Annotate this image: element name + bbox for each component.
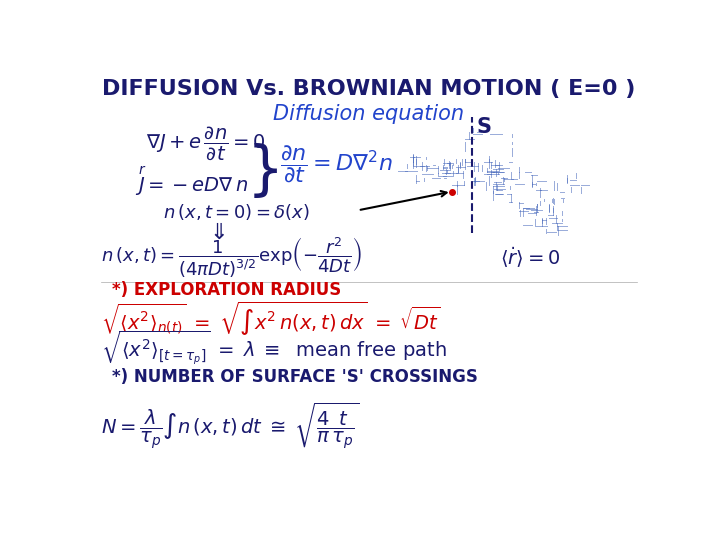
Text: $n\,(x,t=0) = \delta(x)$: $n\,(x,t=0) = \delta(x)$ [163,202,310,222]
Text: $n\,(x,t) = \dfrac{1}{(4\pi D t)^{3/2}}\exp\!\left(-\dfrac{r^2}{4Dt}\right)$: $n\,(x,t) = \dfrac{1}{(4\pi D t)^{3/2}}\… [101,236,363,280]
Text: $\sqrt{\langle x^2 \rangle_{[t=\tau_p]}} \;=\; \lambda \;\equiv\;$ mean free pat: $\sqrt{\langle x^2 \rangle_{[t=\tau_p]}}… [101,328,447,367]
Text: $\Downarrow$: $\Downarrow$ [205,222,226,242]
Text: *) EXPLORATION RADIUS: *) EXPLORATION RADIUS [112,281,341,299]
Text: $\sqrt{\langle x^2 \rangle_{n(t)}} \;=\; \sqrt{\int x^2\, n(x,t)\, dx} \;=\; \sq: $\sqrt{\langle x^2 \rangle_{n(t)}} \;=\;… [101,299,441,338]
Text: $\}$: $\}$ [246,141,278,200]
Text: Diffusion equation: Diffusion equation [274,104,464,124]
Text: $\langle \dot{r} \rangle = 0$: $\langle \dot{r} \rangle = 0$ [500,246,560,271]
Text: $N = \dfrac{\lambda}{\tau_p} \int n\,(x,t)\, dt \;\cong\; \sqrt{\dfrac{4}{\pi}\d: $N = \dfrac{\lambda}{\tau_p} \int n\,(x,… [101,401,360,452]
Text: DIFFUSION Vs. BROWNIAN MOTION ( E=0 ): DIFFUSION Vs. BROWNIAN MOTION ( E=0 ) [102,79,636,99]
Text: $\nabla J + e \,\dfrac{\partial n}{\partial t} = 0$: $\nabla J + e \,\dfrac{\partial n}{\part… [145,125,266,163]
Text: $\overset{r}{J} = -eD\nabla\, n$: $\overset{r}{J} = -eD\nabla\, n$ [135,165,248,199]
Text: $\dfrac{\partial n}{\partial t} = D\nabla^2 n$: $\dfrac{\partial n}{\partial t} = D\nabl… [280,143,392,185]
Text: *) NUMBER OF SURFACE 'S' CROSSINGS: *) NUMBER OF SURFACE 'S' CROSSINGS [112,368,478,386]
Text: S: S [476,117,491,137]
